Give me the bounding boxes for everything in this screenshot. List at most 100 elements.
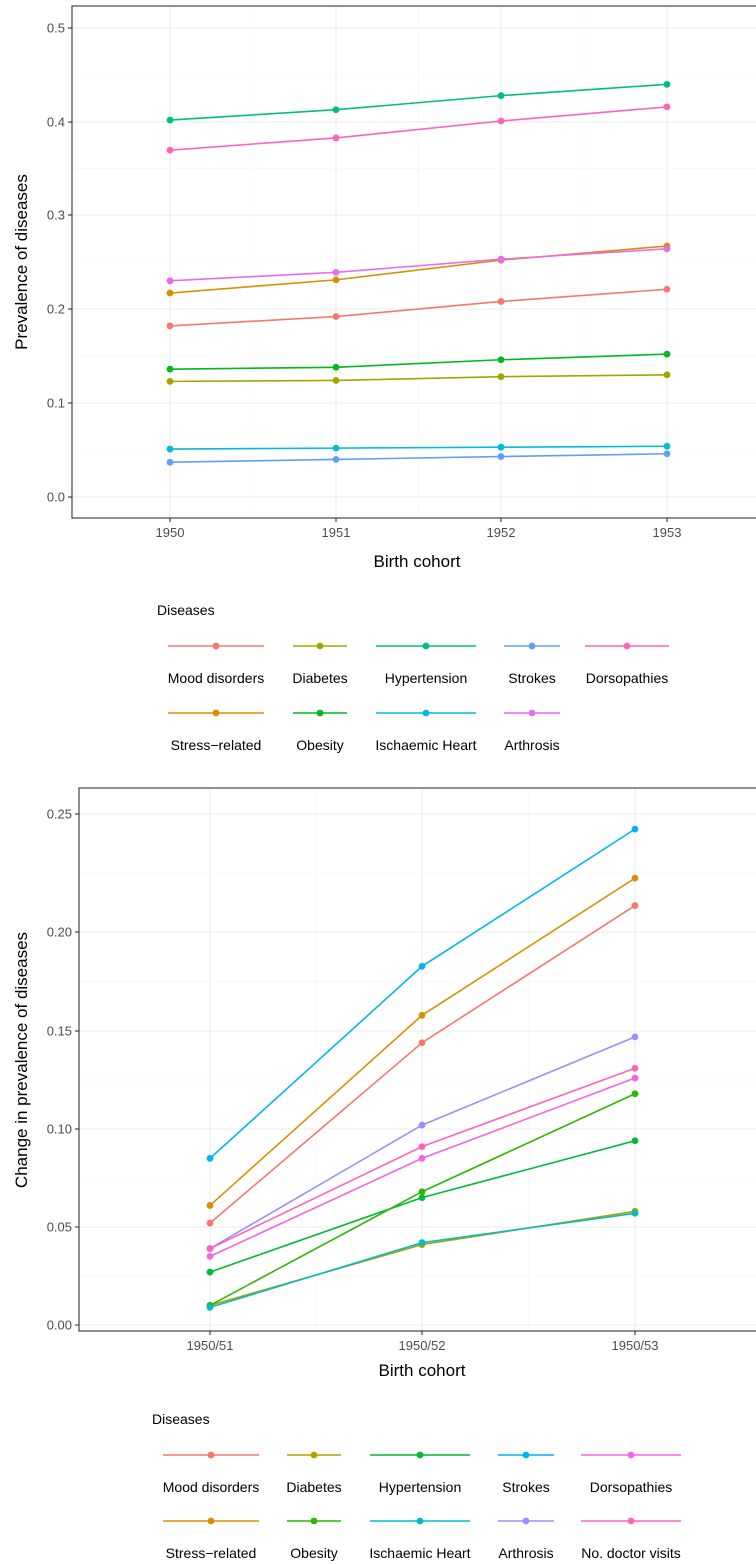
legend-key-point — [207, 1451, 215, 1459]
data-point — [332, 377, 340, 384]
chart-2-y-axis-title: Change in prevalence of diseases — [12, 932, 31, 1188]
legend-label: Hypertension — [385, 670, 468, 686]
series-line — [169, 374, 668, 383]
chart-1-series-dorsopathies — [166, 103, 671, 154]
chart-1-legend-item-stress-related: Stress−related — [168, 709, 264, 753]
chart-1-legend-item-ischaemic-heart: Ischaemic Heart — [375, 709, 477, 753]
chart-2-grid — [79, 788, 756, 1331]
legend-key-point — [310, 1517, 318, 1525]
chart-1-series-mood-disorders — [166, 285, 671, 330]
data-point — [332, 106, 340, 114]
chart-2-series — [206, 825, 639, 1311]
legend-key-point — [528, 709, 536, 717]
chart-2: 0.000.050.100.150.200.25 1950/51 1950/52 1… — [12, 787, 756, 1561]
legend-label: Arthrosis — [504, 737, 559, 753]
chart-2-y-tick-label: 0.20 — [47, 925, 72, 940]
data-point — [497, 443, 505, 451]
chart-2-legend-item-stress-related: Stress−related — [163, 1517, 259, 1561]
legend-label: No. doctor visits — [581, 1545, 681, 1561]
data-point — [631, 1137, 639, 1145]
chart-2-y-tick-label: 0.10 — [47, 1122, 72, 1137]
series-line — [169, 106, 668, 151]
data-point — [206, 1202, 214, 1209]
data-point — [418, 1121, 426, 1129]
chart-2-x-tick-label: 1950/52 — [399, 1338, 446, 1353]
data-point — [418, 1011, 426, 1019]
chart-2-series-stress-related — [206, 874, 639, 1209]
legend-label: Dorsopathies — [590, 1479, 673, 1495]
chart-2-legend-title: Diseases — [152, 1411, 210, 1427]
data-point — [497, 92, 505, 100]
chart-2-legend-item-mood-disorders: Mood disorders — [163, 1451, 260, 1495]
data-point — [631, 1033, 639, 1041]
chart-1-legend-item-mood-disorders: Mood disorders — [168, 642, 264, 686]
chart-2-x-tick-label: 1950/51 — [187, 1338, 234, 1353]
chart-1-legend-item-diabetes: Diabetes — [292, 642, 348, 686]
data-point — [332, 444, 340, 452]
chart-1-y-axis: 0.0 0.1 0.2 0.3 0.4 0.5 — [47, 21, 72, 505]
data-point — [332, 456, 340, 463]
chart-1-series-ischaemic-heart — [166, 442, 671, 453]
legend-label: Arthrosis — [498, 1545, 553, 1561]
chart-2-y-tick-label: 0.15 — [47, 1024, 72, 1039]
chart-1-y-tick-label: 0.1 — [47, 396, 65, 411]
data-point — [418, 1239, 426, 1247]
data-point — [663, 442, 671, 450]
chart-1-series-arthrosis — [166, 245, 671, 285]
data-point — [166, 445, 174, 453]
legend-label: Stress−related — [171, 737, 262, 753]
chart-2-x-axis: 1950/51 1950/52 1950/53 — [187, 1331, 659, 1353]
chart-1-x-tick-label: 1952 — [487, 525, 516, 540]
chart-1-legend-item-arthrosis: Arthrosis — [504, 709, 560, 753]
chart-1-series-strokes — [166, 450, 671, 466]
series-line — [169, 288, 668, 327]
chart-2-legend-item-obesity: Obesity — [287, 1517, 341, 1561]
legend-key-point — [310, 1451, 318, 1459]
chart-2-series-mood-disorders — [206, 902, 639, 1227]
data-point — [206, 1253, 214, 1260]
data-point — [497, 298, 505, 305]
chart-1-x-tick-label: 1950 — [156, 525, 185, 540]
chart-1-x-axis: 1950 1951 1952 1953 — [156, 518, 681, 540]
data-point — [332, 268, 340, 276]
legend-label: Ischaemic Heart — [369, 1545, 470, 1561]
data-point — [631, 1064, 639, 1072]
chart-1-y-tick-label: 0.0 — [47, 490, 65, 505]
data-point — [418, 1194, 426, 1201]
data-point — [663, 450, 671, 458]
data-point — [166, 146, 174, 154]
legend-label: Obesity — [296, 737, 343, 753]
data-point — [206, 1155, 214, 1162]
legend-key-point — [422, 642, 430, 650]
chart-1-series-hypertension — [166, 80, 671, 124]
chart-1-series — [166, 80, 671, 466]
data-point — [418, 1143, 426, 1151]
chart-2-y-axis: 0.00 0.05 0.10 0.15 0.20 0.25 — [47, 807, 79, 1333]
legend-key-point — [416, 1451, 424, 1459]
legend-label: Mood disorders — [163, 1479, 260, 1495]
chart-2-legend-item-dorsopathies: Dorsopathies — [581, 1451, 681, 1495]
legend-key-point — [212, 709, 220, 717]
legend-key-point — [316, 709, 324, 717]
data-point — [497, 356, 505, 364]
chart-2-legend-item-no-doctor-visits: No. doctor visits — [581, 1517, 681, 1561]
data-point — [206, 1219, 214, 1227]
data-point — [631, 902, 639, 909]
legend-label: Obesity — [290, 1545, 337, 1561]
data-point — [497, 255, 505, 263]
chart-2-legend-item-ischaemic-heart: Ischaemic Heart — [369, 1517, 471, 1561]
legend-key-point — [623, 642, 631, 650]
chart-2-series-strokes — [206, 825, 639, 1162]
data-point — [206, 1245, 214, 1252]
series-line — [169, 353, 668, 370]
chart-1-series-diabetes — [166, 371, 671, 385]
data-point — [166, 116, 174, 124]
data-point — [418, 962, 426, 970]
data-point — [663, 80, 671, 88]
chart-2-y-tick-label: 0.05 — [47, 1220, 72, 1235]
chart-1-legend-title: Diseases — [157, 602, 215, 618]
chart-1: 0.0 0.1 0.2 0.3 0.4 0.5 1950 1951 1952 1953 Birt… — [12, 5, 756, 753]
data-point — [166, 458, 174, 466]
chart-2-y-tick-label: 0.00 — [47, 1318, 72, 1333]
